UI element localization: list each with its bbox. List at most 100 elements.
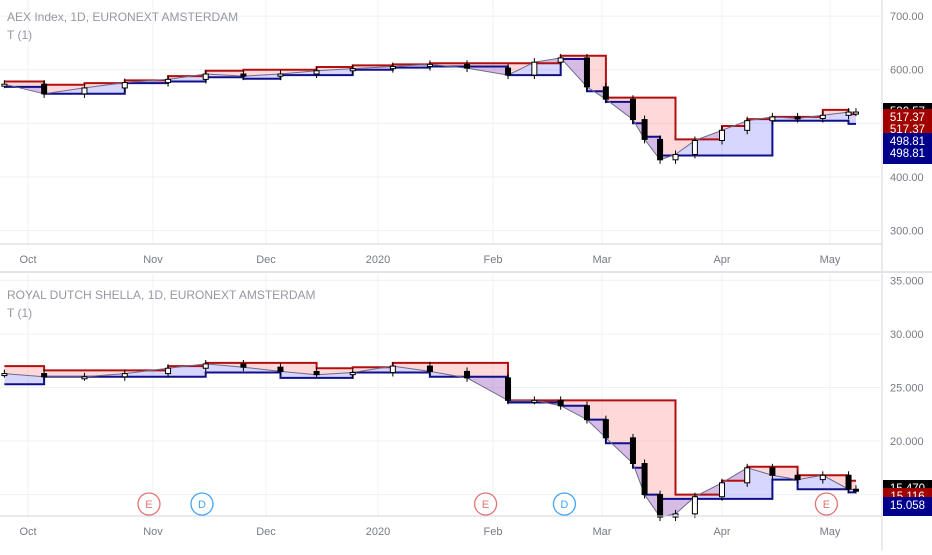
lower-band-fill (4, 57, 856, 160)
candle-body (602, 419, 609, 439)
y-tick-label: 25.000 (890, 383, 924, 395)
x-tick-label: 2020 (366, 254, 390, 266)
candle-body (1, 373, 8, 377)
candle-body (794, 474, 801, 481)
series-line-close (4, 57, 856, 161)
pane-2-indicator-label: T (1) (7, 306, 33, 320)
earnings-marker (473, 492, 498, 516)
candle-body (505, 377, 512, 401)
candle-body (641, 119, 648, 140)
pane-2-title: ROYAL DUTCH SHELLA, 1D, EURONEXT AMSTERD… (7, 288, 316, 302)
candle-body (769, 467, 776, 476)
x-tick-label: Apr (713, 526, 730, 538)
x-tick-label: Nov (143, 526, 163, 538)
candle-body (794, 116, 801, 120)
candle-body (602, 86, 609, 100)
candle-body (557, 57, 564, 63)
candle-body (641, 463, 648, 496)
x-tick-label: Dec (256, 254, 276, 266)
candle-body (41, 373, 48, 378)
series-line-upper (4, 361, 856, 496)
candle-body (744, 467, 751, 484)
candle-body (121, 82, 128, 89)
candle-body (691, 496, 698, 515)
x-tick-label: Feb (484, 254, 503, 266)
candle-body (657, 494, 664, 518)
candle-body (672, 513, 679, 518)
candle-body (531, 399, 538, 403)
candle-body (240, 73, 247, 77)
pane-1-indicator-label: T (1) (7, 28, 33, 42)
candle-body (744, 120, 751, 131)
candle-body (426, 365, 433, 372)
x-tick-label: May (820, 526, 841, 538)
y-tick-label: 600.00 (890, 65, 924, 77)
event-marker-label: E (823, 499, 830, 511)
event-marker-label: E (145, 499, 152, 511)
candle-body (769, 116, 776, 122)
price-tag-blue: 15.058 (883, 497, 932, 516)
candle-body (349, 68, 356, 72)
earnings-marker (814, 492, 839, 516)
x-tick-label: Oct (19, 526, 36, 538)
x-tick-label: May (820, 254, 841, 266)
x-tick-label: Apr (713, 254, 730, 266)
candle-body (240, 363, 247, 368)
candle-body (202, 73, 209, 80)
event-marker-label: D (198, 499, 206, 511)
candle-body (426, 63, 433, 67)
pane-1: 300.00400.00500.00600.00700.00OctNovDec2… (0, 0, 924, 266)
x-tick-label: Mar (593, 526, 612, 538)
candle-body (819, 474, 826, 481)
pane-2: 15.00020.00025.00030.00035.000OctNovDec2… (0, 274, 924, 538)
candle-body (349, 372, 356, 376)
candle-body (1, 83, 8, 87)
candle-body (819, 114, 826, 120)
x-tick-label: Feb (484, 526, 503, 538)
event-marker-label: D (560, 499, 568, 511)
candle-body (313, 70, 320, 75)
x-tick-label: Nov (143, 254, 163, 266)
candle-body (629, 437, 636, 465)
candle-body (672, 153, 679, 161)
candle-body (165, 367, 172, 375)
earnings-marker (137, 492, 161, 516)
candle-body (583, 57, 590, 88)
y-tick-label: 300.00 (890, 226, 924, 238)
x-tick-label: Oct (19, 254, 36, 266)
dividend-marker (190, 492, 214, 516)
series-line-lower (4, 58, 856, 157)
series-line-close (4, 363, 857, 518)
candle-body (719, 129, 725, 142)
candle-body (852, 111, 859, 115)
candle-body (165, 78, 172, 84)
candle-body (313, 370, 320, 376)
candle-body (845, 111, 852, 116)
pane-1-title: AEX Index, 1D, EURONEXT AMSTERDAM (7, 10, 239, 24)
candle-body (41, 83, 48, 95)
candle-body (719, 482, 725, 498)
y-tick-label: 35.000 (890, 275, 924, 287)
candle-body (691, 140, 698, 155)
candle-body (277, 366, 284, 372)
x-tick-label: Dec (256, 526, 276, 538)
candle-body (845, 474, 852, 490)
candle-body (531, 61, 538, 76)
candle-body (389, 365, 396, 374)
candle-body (464, 370, 471, 379)
event-marker-label: E (482, 499, 489, 511)
candle-body (121, 373, 128, 378)
y-tick-label: 30.000 (890, 329, 924, 341)
x-tick-label: 2020 (366, 526, 390, 538)
price-tag-blue: 498.81 (883, 144, 932, 164)
candle-body (505, 67, 512, 76)
candle-body (81, 376, 88, 380)
candle-body (852, 488, 859, 492)
candle-body (389, 65, 396, 70)
candle-body (557, 399, 564, 407)
candle-body (277, 73, 284, 77)
candle-body (629, 98, 636, 121)
candle-body (202, 363, 209, 369)
